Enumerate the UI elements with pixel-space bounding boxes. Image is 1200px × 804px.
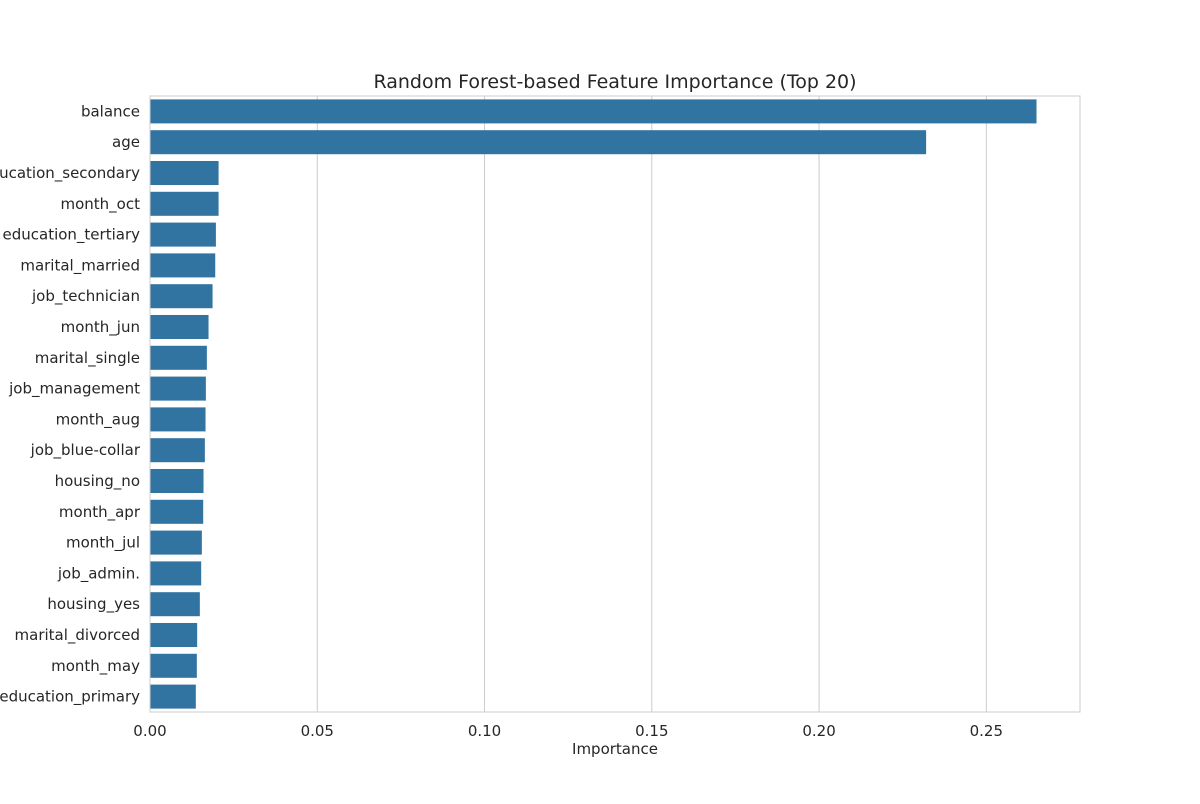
x-tick-label: 0.15 <box>635 722 668 740</box>
y-tick-label: month_jun <box>61 318 140 337</box>
y-tick-label: job_management <box>8 380 140 399</box>
bar-education_tertiary <box>150 222 216 247</box>
y-tick-label: marital_married <box>20 256 140 275</box>
y-tick-label: job_technician <box>31 287 140 306</box>
bar-job_technician <box>150 284 213 309</box>
x-tick-label: 0.00 <box>133 722 166 740</box>
bar-job_blue-collar <box>150 438 205 463</box>
bar-age <box>150 130 927 155</box>
bar-month_jun <box>150 314 209 340</box>
bar-marital_divorced <box>150 622 198 648</box>
y-tick-label: month_oct <box>61 195 141 214</box>
chart-title: Random Forest-based Feature Importance (… <box>373 71 856 93</box>
y-tick-label: housing_no <box>55 472 140 491</box>
bar-education_primary <box>150 684 196 709</box>
x-axis-label: Importance <box>572 740 658 758</box>
bar-job_admin. <box>150 561 202 586</box>
y-tick-label: marital_single <box>35 349 140 368</box>
bar-month_jul <box>150 530 202 555</box>
y-tick-label: month_apr <box>59 503 141 522</box>
bar-marital_married <box>150 253 216 278</box>
y-tick-label: balance <box>81 102 140 120</box>
y-tick-label: job_admin. <box>57 564 140 583</box>
y-tick-label: marital_divorced <box>15 626 140 645</box>
bar-housing_no <box>150 468 204 494</box>
bar-month_apr <box>150 499 204 524</box>
y-tick-label: housing_yes <box>47 595 140 614</box>
x-tick-label: 0.05 <box>301 722 334 740</box>
bar-balance <box>150 99 1037 124</box>
bar-month_may <box>150 653 197 678</box>
bar-job_management <box>150 376 206 401</box>
bar-month_aug <box>150 407 206 432</box>
y-tick-label: month_aug <box>56 410 140 429</box>
y-tick-label: job_blue-collar <box>30 441 141 460</box>
x-tick-label: 0.20 <box>802 722 835 740</box>
y-tick-label: age <box>112 133 140 151</box>
x-tick-label: 0.25 <box>970 722 1003 740</box>
y-tick-label: education_tertiary <box>3 226 141 245</box>
bar-housing_yes <box>150 592 200 617</box>
plot-frame <box>149 95 1081 713</box>
bar-marital_single <box>150 345 207 370</box>
bars <box>150 99 1037 709</box>
y-tick-labels: balance age education_secondary month_octed… <box>0 102 141 706</box>
bar-month_oct <box>150 191 219 216</box>
x-tick-label: 0.10 <box>468 722 501 740</box>
x-tick-labels: 0.00 0.05 0.10 0.15 0.20 0.25 <box>133 722 1003 740</box>
y-tick-label: month_jul <box>66 534 140 553</box>
y-tick-label: education_primary <box>0 688 140 707</box>
bar-education_secondary <box>150 160 219 186</box>
y-tick-label: education_secondary <box>0 164 140 183</box>
y-tick-label: month_may <box>51 657 140 676</box>
